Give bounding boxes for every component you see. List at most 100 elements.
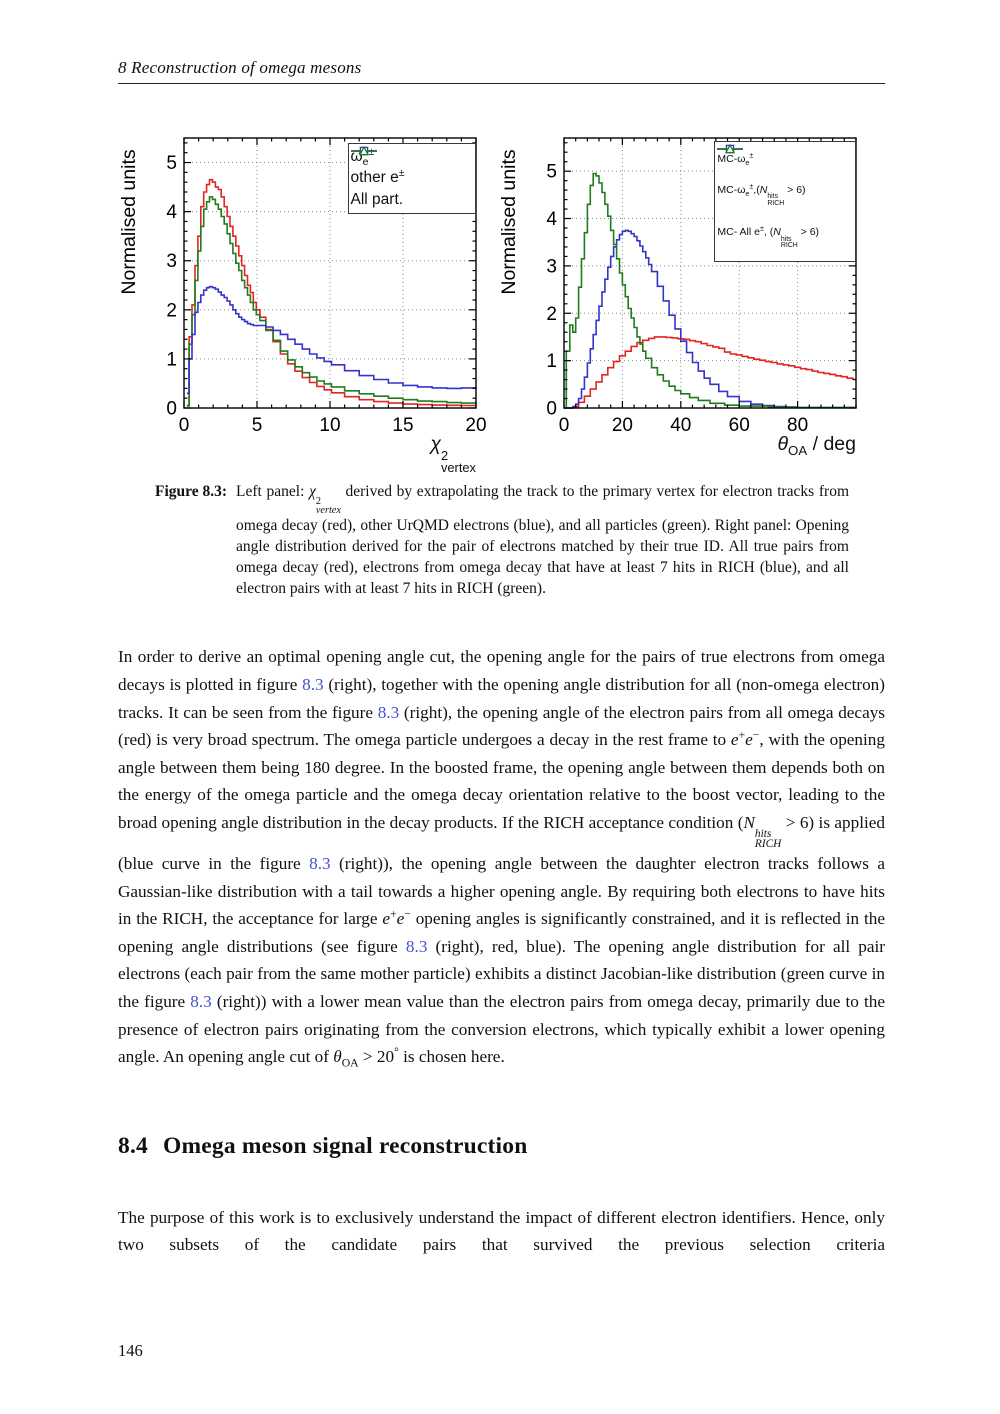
legend-marker-triangle-icon <box>350 146 377 156</box>
superscript: 2 <box>440 447 449 463</box>
svg-text:15: 15 <box>392 415 413 436</box>
text-segment: e <box>382 909 390 929</box>
math-stack: 2 vertex <box>316 496 341 516</box>
svg-text:40: 40 <box>670 415 691 436</box>
svg-text:0: 0 <box>166 399 177 420</box>
legend-marker-triangle-icon <box>717 143 744 153</box>
x-axis-title: χ 2 vertex <box>430 433 476 474</box>
math-stack: 2 vertex <box>440 447 476 474</box>
text-segment: other e <box>350 169 399 187</box>
series-mc-omega-rich <box>564 229 857 409</box>
series-curves <box>186 178 477 407</box>
svg-text:60: 60 <box>729 415 750 436</box>
svg-text:20: 20 <box>612 415 633 436</box>
text-segment: θ <box>777 433 789 455</box>
math-stack: hits RICH <box>754 827 782 851</box>
svg-text:5: 5 <box>252 415 263 436</box>
text-segment: > 6) is applied (blue curve in the figur… <box>118 812 885 874</box>
figure-caption-label: Figure 8.3: <box>155 483 228 500</box>
text-segment: N <box>759 184 768 197</box>
text-segment: OA <box>788 442 808 458</box>
text-segment: e <box>730 730 739 750</box>
page-number: 146 <box>118 1341 143 1360</box>
text-segment: is chosen here. <box>398 1047 505 1067</box>
text-segment: χ <box>430 433 441 455</box>
text-segment: Left panel: <box>236 483 310 500</box>
svg-text:0: 0 <box>559 415 570 436</box>
paragraph-opening-angle: In order to derive an optimal opening an… <box>118 643 885 1070</box>
legend-entry-mc-all-electrons-rich: MC- All e±, (N hits RICH > 6) <box>717 143 853 250</box>
text-segment: e <box>745 159 750 168</box>
math-stack: hits RICH <box>780 235 798 250</box>
text-segment: ,( <box>753 184 760 197</box>
svg-text:4: 4 <box>546 209 557 230</box>
figure-ref-link[interactable]: 8.3 <box>377 702 400 722</box>
svg-text:1: 1 <box>166 349 177 370</box>
text-segment: The purpose of this work is to exclusive… <box>118 1207 885 1255</box>
text-segment: opening angles is significantly constrai… <box>118 909 885 956</box>
legend-label: All part. <box>351 191 404 209</box>
superscript: hits <box>754 827 772 840</box>
figure-caption-text: Left panel: χ 2 vertex derived by extrapol… <box>236 482 849 599</box>
axis-tick-labels: 0 20 40 60 80 0 1 2 3 4 5 Normalised units <box>500 149 808 436</box>
figure-ref-link[interactable]: 8.3 <box>302 674 324 694</box>
y-axis-title: Normalised units <box>120 149 140 294</box>
legend-label: MC-ωe± <box>717 151 754 168</box>
legend-label: other e± <box>350 168 405 187</box>
svg-text:2: 2 <box>546 304 557 325</box>
text-segment: (right)) with a lower mean value than th… <box>118 992 885 1067</box>
text-segment: ± <box>749 151 754 160</box>
text-segment: (right)), the opening angle between the … <box>118 854 885 929</box>
text-segment: ± <box>749 182 754 191</box>
series-mc-omega <box>564 336 854 409</box>
chart-svg: 0 20 40 60 80 0 1 2 3 4 5 Normalised units <box>500 137 857 436</box>
text-segment: MC- All e <box>717 226 760 239</box>
svg-text:5: 5 <box>166 153 177 174</box>
superscript: hits <box>780 235 792 243</box>
text-segment: > 20 <box>358 1047 395 1067</box>
text-segment: (right), together with the opening angle… <box>118 674 885 722</box>
text-segment: χ <box>309 483 316 500</box>
text-segment: > 6) <box>784 184 806 197</box>
y-axis-title: Normalised units <box>500 149 520 294</box>
chart-opening-angle: 0 20 40 60 80 0 1 2 3 4 5 Normalised units θOA / deg… <box>500 122 880 464</box>
series-other-electrons <box>186 285 477 395</box>
section-number: 8.4 <box>118 1132 148 1159</box>
svg-text:80: 80 <box>787 415 808 436</box>
chart-legend: MC-ωe± MC-ωe±,(N hits RICH > 6) MC- All e±, … <box>714 140 856 263</box>
axes <box>183 137 477 409</box>
text-segment: e <box>745 730 753 750</box>
section-heading: 8.4 Omega meson signal reconstruction <box>118 1133 885 1160</box>
legend-entry-all-particles: All part. <box>350 146 473 209</box>
chart-legend: ωe±other e±All part. <box>347 143 476 214</box>
series-curves <box>564 172 857 409</box>
text-segment: MC-ω <box>717 184 746 197</box>
figure-ref-link[interactable]: 8.3 <box>190 992 212 1012</box>
subscript: RICH <box>780 242 798 250</box>
text-segment: OA <box>341 1056 359 1070</box>
text-segment: e <box>396 909 405 929</box>
text-segment: MC-ω <box>717 153 746 166</box>
figure-ref-link[interactable]: 8.3 <box>309 854 331 874</box>
text-segment: e <box>745 190 750 199</box>
legend-entry-other-electrons: other e± <box>350 147 473 187</box>
text-segment: ° <box>394 1045 399 1059</box>
svg-text:0: 0 <box>546 399 557 420</box>
subscript: RICH <box>767 199 785 207</box>
chart-chi2-vertex: 0 5 10 15 20 0 1 2 3 4 5 Normalised units χ 2 vertex ωe… <box>120 122 500 474</box>
series-omega-electrons <box>186 178 476 407</box>
legend-label: MC-ωe±,(N hits RICH > 6) <box>717 182 806 207</box>
legend-entry-mc-omega-rich: MC-ωe±,(N hits RICH > 6) <box>717 144 853 207</box>
superscript: hits <box>767 193 779 201</box>
running-header: 8 Reconstruction of omega mesons <box>118 58 885 84</box>
figure-ref-link[interactable]: 8.3 <box>405 936 428 956</box>
text-segment: All part. <box>350 190 404 208</box>
paragraph-purpose: The purpose of this work is to exclusive… <box>118 1204 885 1259</box>
chapter-header-text: 8 Reconstruction of omega mesons <box>118 58 362 77</box>
text-segment: + <box>389 907 397 921</box>
subscript: RICH <box>754 838 782 851</box>
text-segment: − <box>752 728 760 742</box>
text-segment: / deg <box>807 433 856 455</box>
text-segment: e <box>362 156 369 169</box>
